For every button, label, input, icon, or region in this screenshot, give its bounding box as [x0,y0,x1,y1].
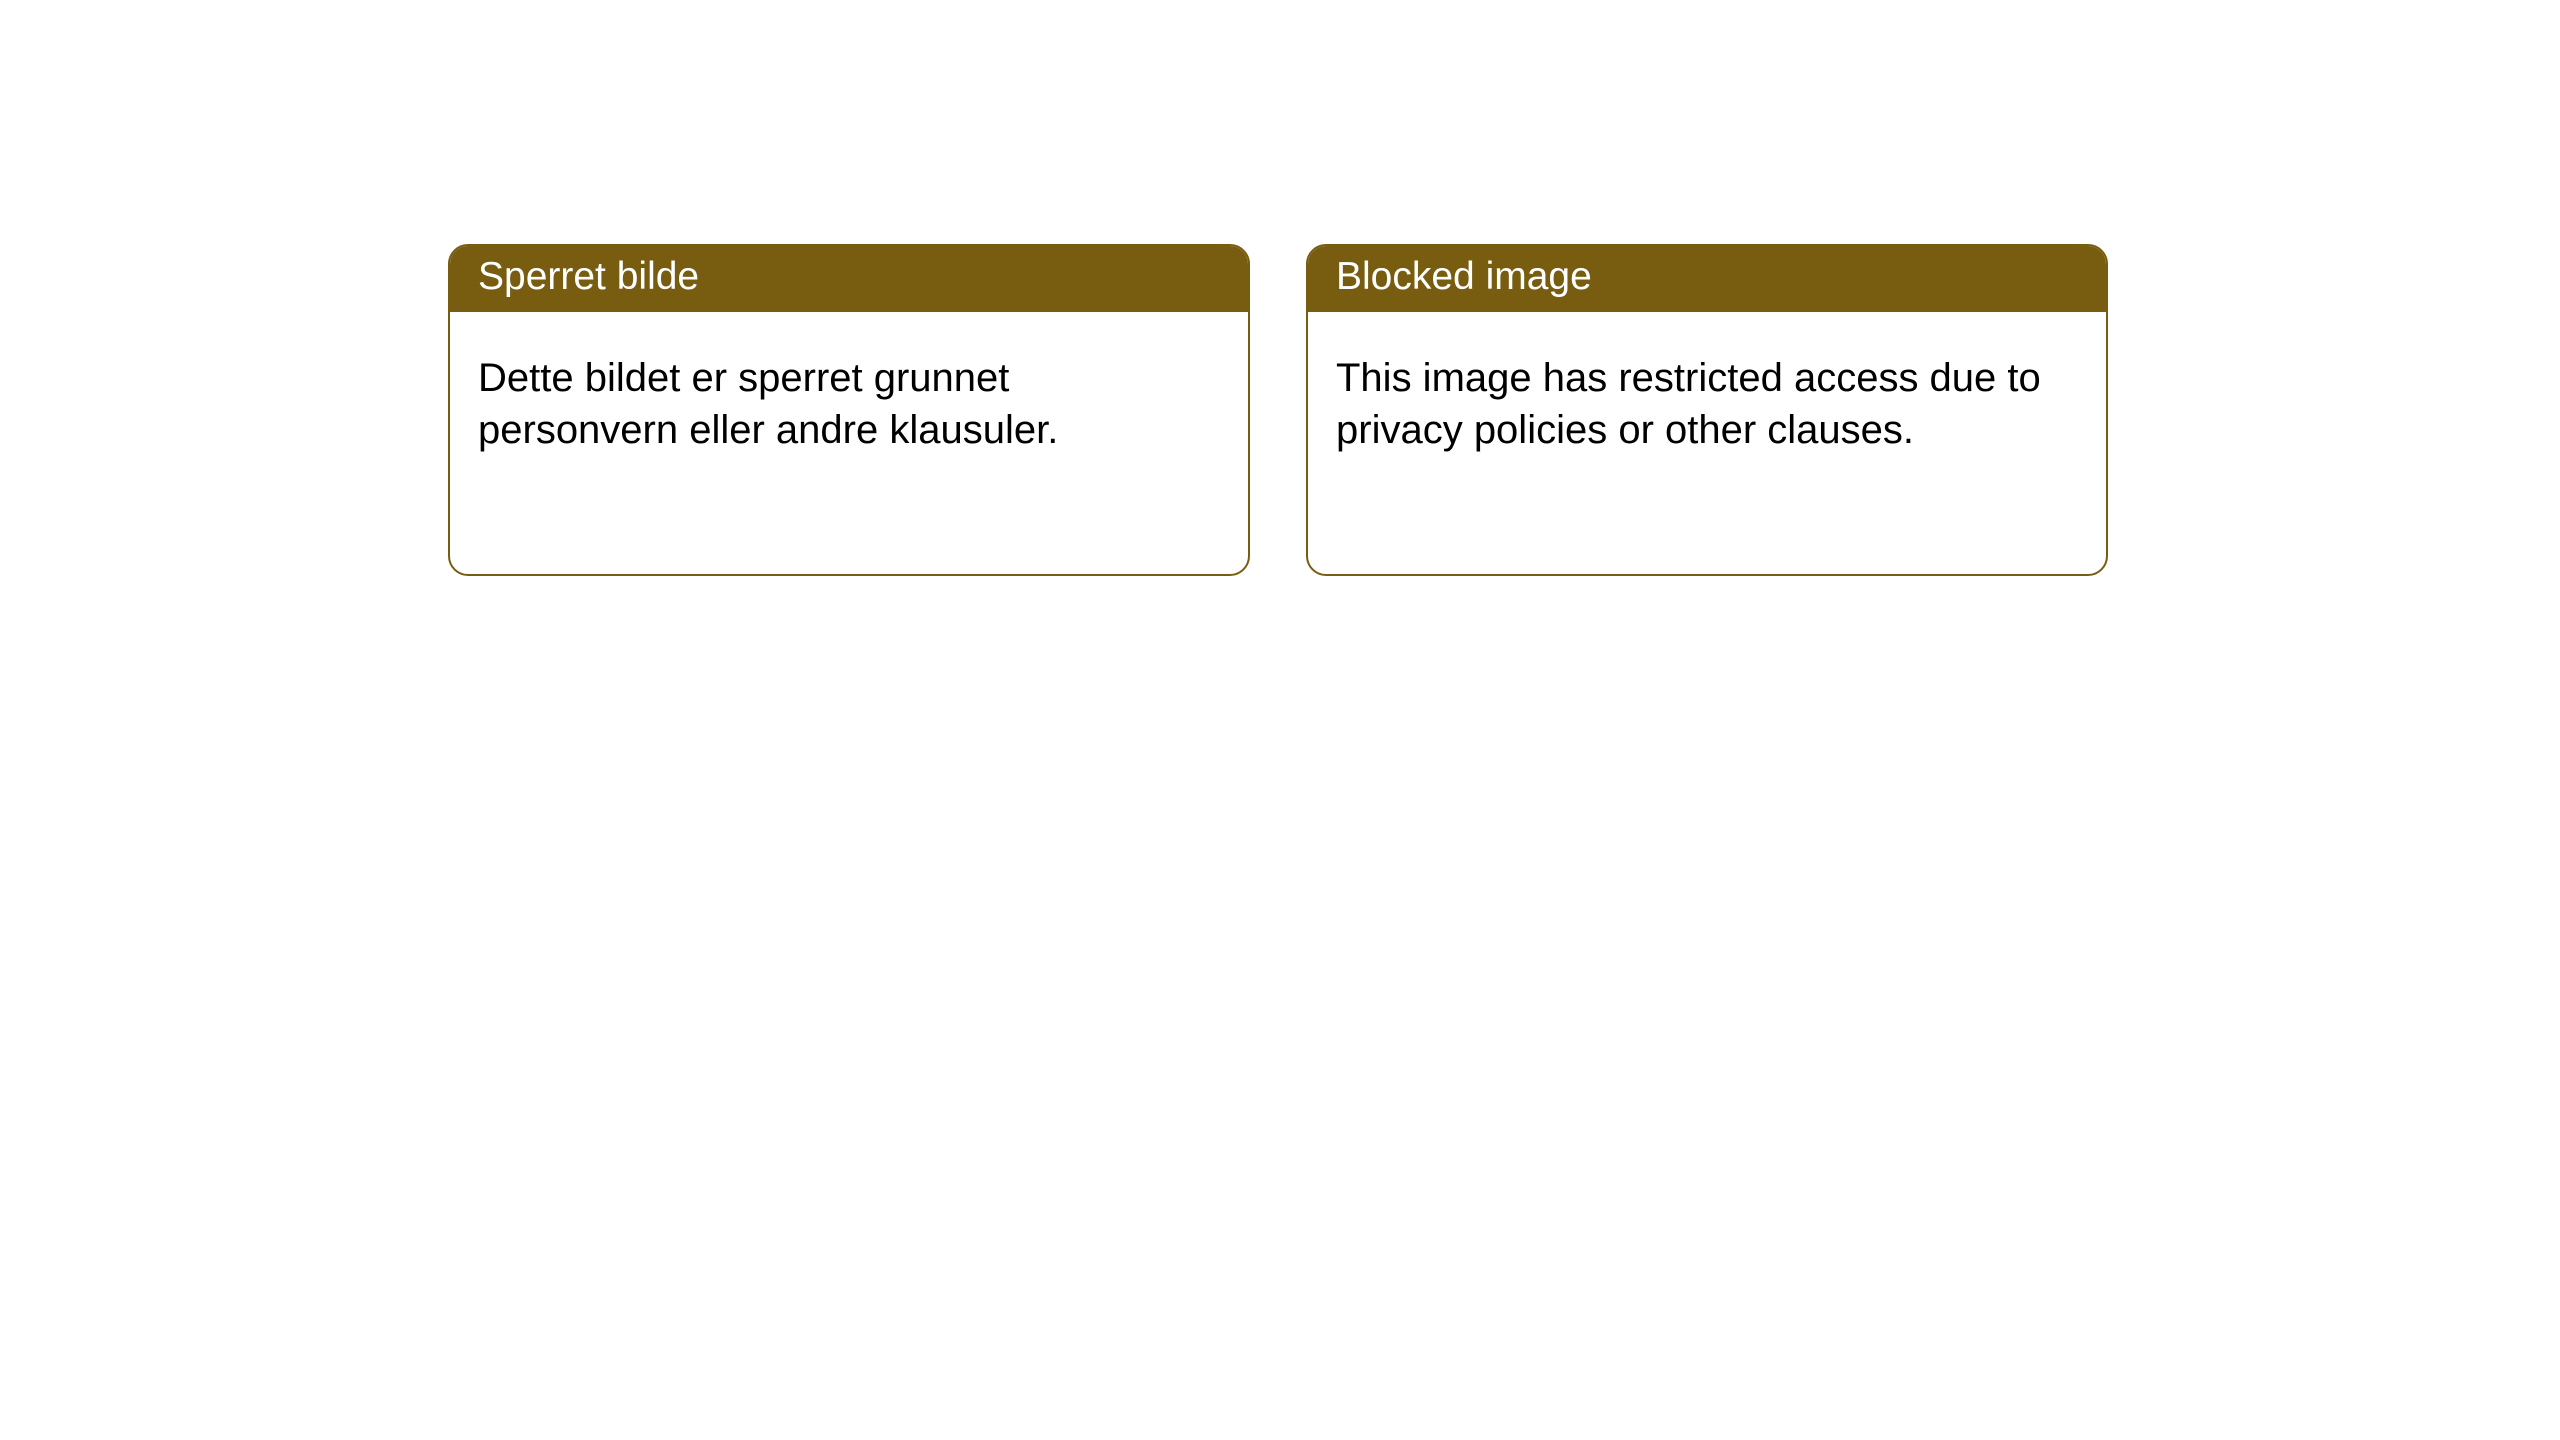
notice-card-norwegian: Sperret bilde Dette bildet er sperret gr… [448,244,1250,576]
notice-header: Sperret bilde [450,246,1248,312]
notice-header: Blocked image [1308,246,2106,312]
notice-body: Dette bildet er sperret grunnet personve… [450,312,1248,574]
notice-body: This image has restricted access due to … [1308,312,2106,574]
notice-container: Sperret bilde Dette bildet er sperret gr… [0,0,2560,576]
notice-card-english: Blocked image This image has restricted … [1306,244,2108,576]
